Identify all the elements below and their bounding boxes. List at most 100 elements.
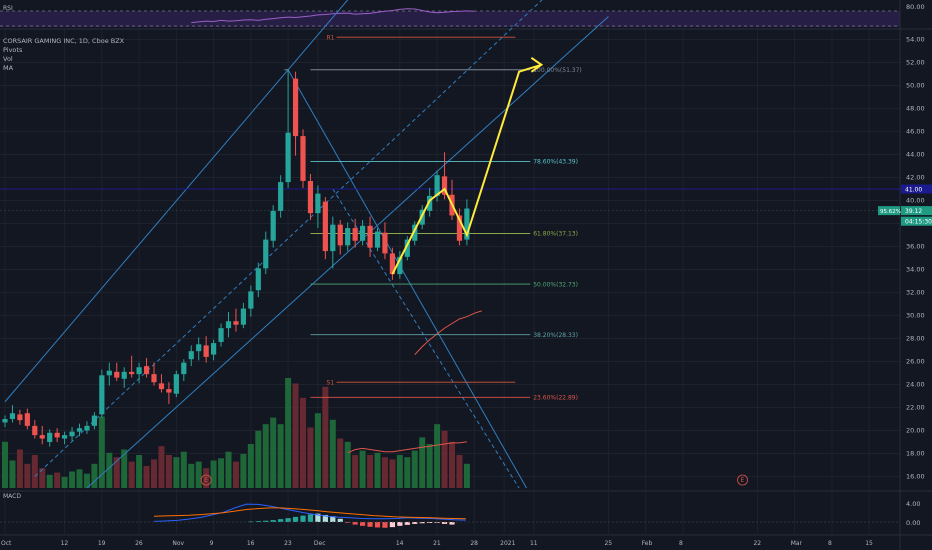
volume-bar (9, 460, 16, 488)
price-tick-label: 36.00 (906, 243, 925, 251)
candle-body (225, 321, 232, 329)
candle-body (84, 425, 90, 431)
candle-body (2, 419, 8, 423)
volume-bar (195, 461, 202, 488)
macd-tick-label: 0.00 (906, 519, 920, 527)
projection-arrowhead (530, 56, 544, 73)
candle-body (47, 432, 53, 442)
fib-level-label: 100.00%(51.37) (533, 67, 582, 74)
time-tick-label: 2021 (500, 540, 515, 547)
volume-bar (83, 473, 90, 488)
price-badge-label: 41.00 (905, 186, 922, 193)
volume-bar (225, 451, 232, 488)
volume-bar (136, 455, 143, 488)
projection-path (391, 56, 544, 275)
indicator-ma[interactable]: MA (3, 64, 14, 72)
time-tick-label: Nov (172, 540, 184, 547)
macd-histogram-bar (263, 520, 269, 522)
candle-body (106, 370, 112, 376)
candle-body (211, 343, 217, 355)
candle-body (9, 413, 16, 419)
indicator-vol[interactable]: Vol (3, 55, 13, 63)
pivot-label: S1 (327, 379, 335, 386)
volume-bar (218, 458, 225, 488)
candle-body (69, 431, 75, 437)
time-tick-label: 8 (679, 540, 683, 547)
volume-bar (46, 474, 53, 488)
time-tick-label: Oct (1, 540, 12, 547)
macd-histogram-bar (292, 516, 299, 522)
volume-bar (329, 419, 336, 488)
price-tick-label: 20.00 (906, 427, 925, 435)
macd-histogram-bar (322, 514, 328, 522)
price-tick-label: 34.00 (906, 266, 925, 274)
candle-body (352, 228, 358, 241)
macd-histogram-bar (255, 521, 261, 522)
time-tick-label: 11 (530, 540, 538, 547)
pivot-label: R1 (327, 34, 335, 41)
volume-bar (292, 383, 299, 488)
time-tick-label: 12 (61, 540, 69, 547)
candle-body (285, 132, 291, 183)
price-tick-label: 50.00 (906, 82, 925, 90)
rsi-label[interactable]: RSI (3, 5, 13, 12)
indicator-pivots[interactable]: Pivots (3, 46, 23, 54)
price-tick-label: 54.00 (906, 36, 925, 44)
volume-bar (113, 457, 120, 488)
macd-histogram-bar (330, 516, 336, 522)
fib-level-label: 38.20%(28.33) (533, 332, 578, 339)
macd-histogram-bar (441, 522, 448, 524)
macd-histogram-bar (374, 522, 381, 528)
macd-histogram-bar (360, 522, 366, 526)
candle-body (114, 371, 120, 378)
macd-pane (0, 503, 900, 528)
price-tick-label: 32.00 (906, 289, 925, 297)
candle-body (412, 224, 418, 241)
price-tick-label: 24.00 (906, 381, 925, 389)
candle-body (188, 351, 194, 360)
candle-body (367, 225, 373, 248)
time-tick-label: 28 (470, 540, 478, 547)
volume-bar (158, 446, 165, 488)
candle-body (441, 176, 448, 195)
macd-histogram-bar (345, 522, 351, 523)
symbol-title: CORSAIR GAMING INC, 1D, Cboe BZX (3, 37, 125, 45)
time-tick-label: 19 (98, 540, 106, 547)
volume-bar (352, 455, 359, 488)
volume-bar (270, 417, 277, 488)
time-tick-label: Mar (791, 540, 803, 547)
candle-body (374, 231, 381, 248)
channel-upper-line (4, 0, 349, 403)
time-tick-label: 26 (135, 540, 143, 547)
volume-bar (128, 461, 135, 488)
time-tick-label: 8 (828, 540, 832, 547)
volume-bar (359, 450, 366, 488)
macd-histogram-bar (352, 522, 358, 525)
left-price-badge-label: 95.62% (880, 209, 901, 215)
candle-body (24, 413, 30, 426)
candle-body (166, 389, 172, 393)
rsi-pane (0, 8, 900, 27)
volume-bar (411, 450, 418, 488)
candle-body (32, 425, 38, 436)
candle-body (196, 344, 202, 352)
volume-bar (419, 437, 426, 488)
volume-bar (61, 477, 68, 488)
time-tick-label: 9 (210, 540, 214, 547)
candle-body (397, 256, 403, 275)
candle-body (240, 308, 246, 325)
macd-histogram-bar (397, 522, 403, 526)
time-tick-label: 14 (396, 540, 404, 547)
price-tick-label: 42.00 (906, 174, 925, 182)
candle-body (434, 175, 440, 196)
volume-bar (69, 471, 76, 488)
macd-label[interactable]: MACD (3, 493, 21, 500)
volume-bar (240, 453, 247, 488)
macd-histogram-bar (315, 513, 321, 522)
fib-level-label: 61.80%(37.13) (533, 231, 578, 238)
candle-body (307, 180, 314, 214)
volume-bar (203, 468, 210, 488)
candle-body (158, 383, 165, 390)
channel-lower-line (86, 16, 609, 489)
